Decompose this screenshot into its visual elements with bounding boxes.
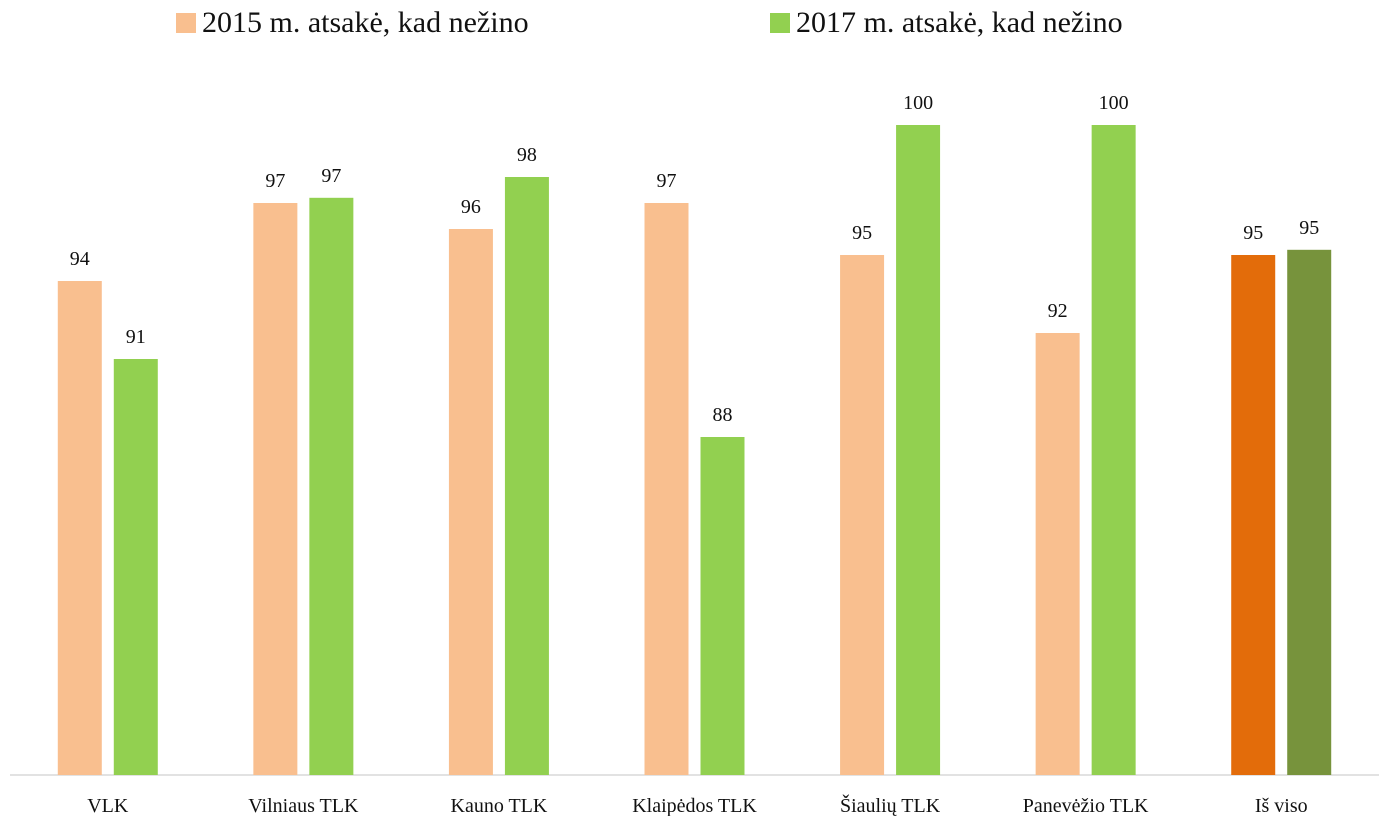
legend-label-2017: 2017 m. atsakė, kad nežino (796, 6, 1123, 39)
bar-2017-3 (700, 437, 745, 775)
x-tick-label-2: Kauno TLK (451, 795, 548, 816)
legend-item-2015: 2015 m. atsakė, kad nežino (176, 6, 529, 40)
legend-label-2015: 2015 m. atsakė, kad nežino (202, 6, 529, 39)
data-label-2015-6: 95 (1243, 222, 1263, 244)
x-tick-label-4: Šiaulių TLK (840, 793, 941, 816)
bar-2015-6 (1231, 255, 1276, 775)
legend: 2015 m. atsakė, kad nežino 2017 m. atsak… (0, 6, 1379, 50)
x-tick-label-1: Vilniaus TLK (248, 795, 359, 816)
data-label-2015-3: 97 (657, 170, 677, 192)
x-tick-label-5: Panevėžio TLK (1023, 795, 1149, 816)
data-label-2017-3: 88 (713, 404, 733, 426)
bar-2017-0 (113, 359, 158, 775)
data-label-2015-0: 94 (70, 248, 90, 270)
legend-swatch-2017 (770, 13, 790, 33)
bar-2017-6 (1287, 249, 1332, 776)
x-tick-label-0: VLK (87, 795, 129, 816)
data-label-2015-5: 92 (1048, 300, 1068, 322)
legend-item-2017: 2017 m. atsakė, kad nežino (770, 6, 1123, 40)
legend-swatch-2015 (176, 13, 196, 33)
bar-2015-3 (644, 203, 689, 775)
data-label-2017-6: 95 (1299, 217, 1319, 239)
x-tick-label-3: Klaipėdos TLK (632, 795, 757, 816)
data-label-2017-0: 91 (126, 326, 146, 348)
data-label-2015-4: 95 (852, 222, 872, 244)
bar-2017-2 (504, 177, 549, 775)
data-label-2015-2: 96 (461, 196, 481, 218)
x-tick-label-6: Iš viso (1255, 795, 1308, 816)
data-label-2017-1: 97 (321, 165, 341, 187)
data-label-2017-4: 100 (903, 92, 933, 114)
bar-2017-4 (896, 125, 941, 775)
bar-2015-1 (253, 203, 298, 775)
data-label-2017-5: 100 (1099, 92, 1129, 114)
bar-2017-1 (309, 197, 354, 776)
bar-2015-4 (840, 255, 885, 775)
bar-2017-5 (1091, 125, 1136, 775)
data-label-2015-1: 97 (265, 170, 285, 192)
data-label-2017-2: 98 (517, 144, 537, 166)
bar-2015-2 (448, 229, 493, 775)
bar-2015-5 (1035, 333, 1080, 775)
bar-2015-0 (57, 281, 102, 775)
